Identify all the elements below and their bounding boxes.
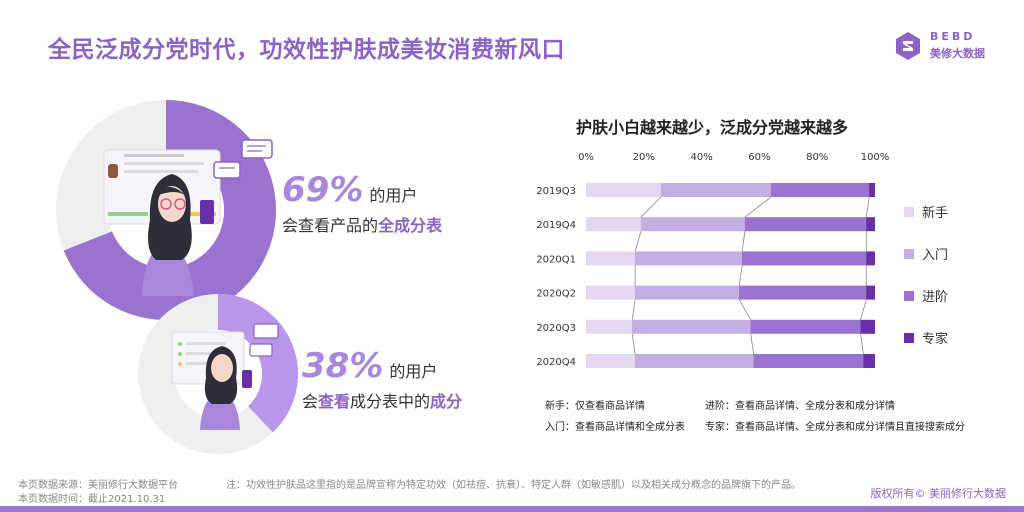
bar-segment [586,251,636,266]
bar-segment [866,217,875,232]
stat-highlight: 成分 [430,392,463,411]
definition-advanced: 进阶：查看商品详情、全成分表和成分详情 [705,401,895,412]
bar-segment [586,217,641,232]
chat-bubble-icon [249,343,273,357]
donut-chart-38 [138,294,298,454]
bottom-bar [0,506,1024,512]
x-tick-label: 0% [578,152,594,163]
bar-segment [866,285,875,300]
footer-source: 本页数据来源：美丽修行大数据平台 [18,480,178,491]
legend-swatch [904,249,914,259]
page-title: 全民泛成分党时代，功效性护肤成美妆消费新风口 [48,37,565,63]
connector-line [631,183,662,368]
x-tick-label: 20% [633,152,655,163]
x-tick-label: 60% [748,152,770,163]
legend-label: 新手 [922,205,948,221]
bar-segment [742,251,867,266]
legend-label: 进阶 [922,290,948,305]
legend-swatch [904,291,914,301]
connector-line [738,183,772,368]
connector-line [860,183,870,368]
stat-percent: 38% [302,346,384,386]
donut-value-arc [63,100,276,320]
legend-label: 专家 [922,331,948,347]
category-label: 2019Q4 [536,220,576,231]
bar-segment [586,183,662,197]
stat-text: 成分表中的 [350,392,431,411]
chart-title: 护肤小白越来越少，泛成分党越来越多 [576,118,849,137]
bar-segment [860,319,875,334]
stat-users-label: 的用户 [369,186,418,205]
stat-text: 会查看产品的 [282,216,379,235]
bar-segment [750,319,861,334]
bar-segment [866,251,875,266]
x-tick-label: 80% [806,152,828,163]
bar-segment [863,354,875,368]
bar-segment [739,285,867,300]
bar-segment [635,285,740,300]
stat-38: 38% 的用户 会查看成分表中的成分 [302,346,462,412]
brand-logo: BEBD 美修大数据 [892,28,992,64]
chat-bubble-icon [241,139,273,159]
bar-segment [586,285,636,300]
bar-segment [744,217,867,232]
bar-segment [586,319,633,334]
category-label: 2020Q2 [536,289,576,300]
phone-illustration [242,370,252,388]
x-tick-label: 100% [861,152,890,163]
footer-time: 本页数据时间：截止2021.10.31 [18,494,166,505]
stacked-bar-chart: 0% 20% 40% 60% 80% 100% 2019Q3 2019Q4 2020Q1 2020… [536,152,948,368]
definition-novice: 新手：仅查看商品详情 [545,401,645,412]
product-bottle-illustration [108,164,118,178]
bar-segment [586,354,636,368]
category-label: 2020Q3 [536,323,576,334]
stat-highlight: 全成分表 [378,216,443,235]
category-label: 2020Q1 [536,254,576,265]
logo-icon [896,32,920,60]
bar-segment [635,251,743,266]
chat-bubble-icon [253,323,279,339]
stat-text: 会 [302,392,319,411]
phone-illustration [200,200,214,224]
logo-text-bottom: 美修大数据 [930,47,985,60]
bar-segment [632,319,751,334]
donut-value-arc [217,294,298,433]
bar-segment [770,183,870,197]
footer-note: 注：功效性护肤品这里指的是品牌宣称为特定功效（如祛痘、抗衰）、特定人群（如敏感肌… [226,480,801,491]
chat-bubble-icon [213,161,241,179]
bar-segment [635,354,754,368]
definition-beginner: 入门：查看商品详情和全成分表 [545,422,685,433]
copyright: 版权所有© 美丽修行大数据 [870,487,1007,500]
legend-label: 入门 [922,248,948,263]
stat-users-label: 的用户 [389,362,438,381]
donut-chart-69 [56,100,276,320]
stat-69: 69% 的用户 会查看产品的全成分表 [282,170,442,236]
stat-highlight: 查看 [318,392,351,411]
x-tick-label: 40% [690,152,712,163]
category-label: 2019Q3 [536,186,576,197]
legend-swatch [904,333,914,343]
bar-segment [640,217,745,232]
stat-percent: 69% [282,170,364,210]
legend-swatch [904,207,914,217]
bar-segment [753,354,864,368]
logo-text-top: BEBD [930,30,976,43]
bar-segment [661,183,771,197]
bar-segment [869,183,875,197]
definition-expert: 专家：查看商品详情、全成分表和成分详情且直接搜索成分 [705,422,965,433]
category-label: 2020Q4 [536,357,576,368]
